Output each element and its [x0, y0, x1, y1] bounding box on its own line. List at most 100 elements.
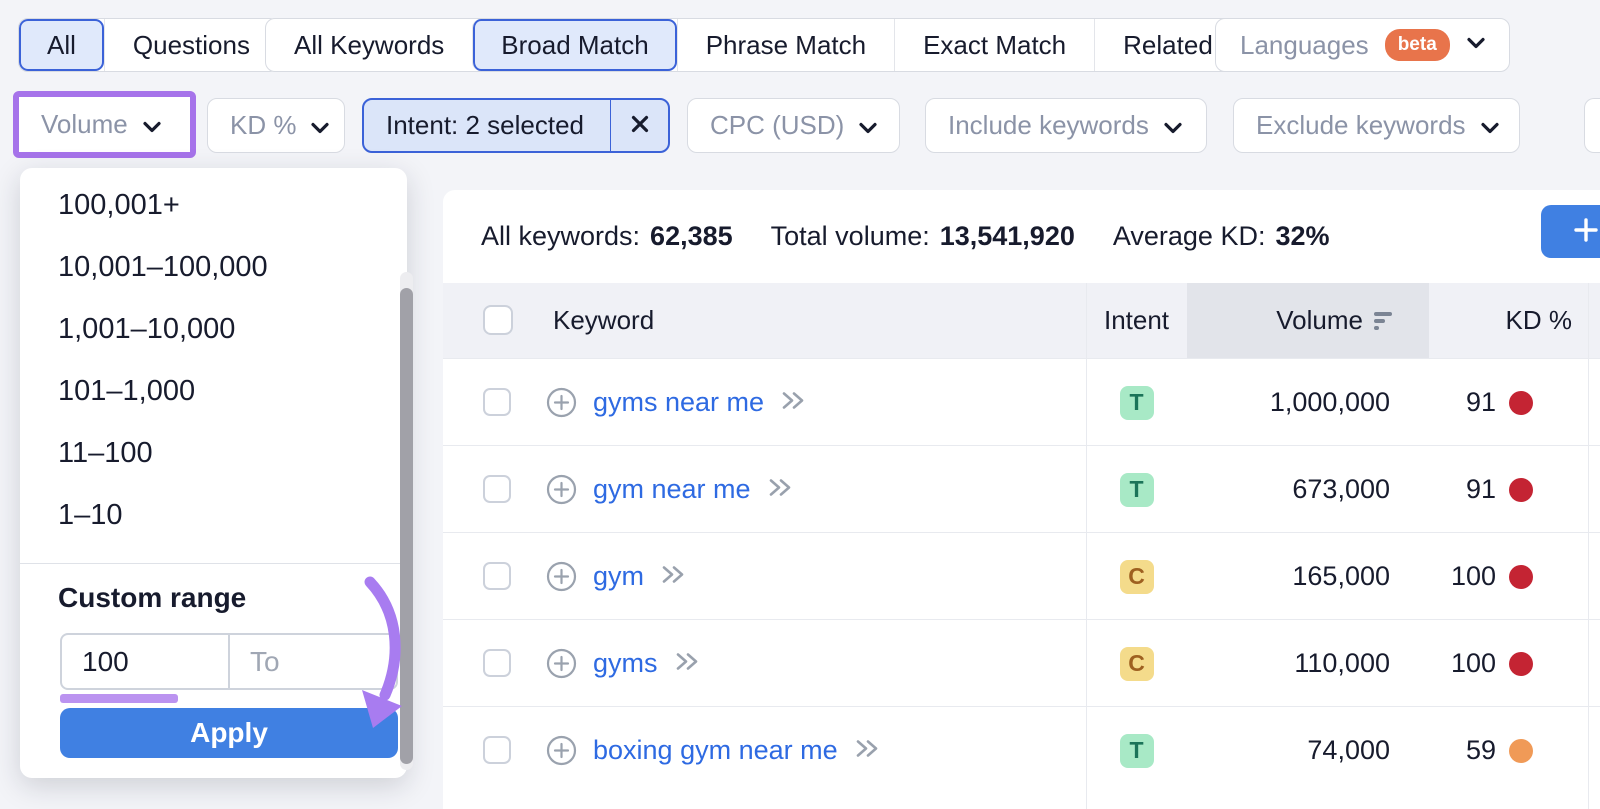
table-body: gyms near me T 1,000,000 91 gym near me … [443, 358, 1600, 793]
intent-badge: T [1119, 385, 1154, 420]
volume-option[interactable]: 1,001–10,000 [58, 313, 236, 345]
column-header-keyword[interactable]: Keyword [553, 305, 655, 335]
intent-cell: T [1086, 359, 1187, 446]
exclude-keywords-filter-button[interactable]: Exclude keywords [1233, 98, 1520, 153]
kd-value: 91 [1465, 387, 1496, 417]
custom-range-inputs [60, 633, 398, 690]
select-all-checkbox[interactable] [483, 305, 513, 335]
kd-filter-label: KD % [230, 110, 297, 140]
add-to-list-button[interactable] [1541, 205, 1600, 258]
chevron-down-icon [1466, 36, 1486, 54]
tab-exact-match[interactable]: Exact Match [894, 19, 1094, 71]
row-checkbox[interactable] [483, 388, 511, 416]
add-keyword-icon[interactable] [546, 648, 577, 684]
column-divider [1086, 283, 1087, 809]
add-keyword-icon[interactable] [546, 474, 577, 510]
keyword-link[interactable]: gyms [593, 648, 658, 678]
double-chevron-icon[interactable] [854, 737, 881, 765]
volume-value: 110,000 [1294, 648, 1390, 678]
keyword-link[interactable]: gyms near me [593, 387, 765, 417]
keyword-cell: gym [593, 533, 687, 620]
kd-dot [1509, 477, 1533, 502]
row-checkbox[interactable] [483, 562, 511, 590]
plus-icon [1573, 217, 1599, 246]
volume-to-input[interactable] [228, 633, 398, 690]
intent-cell: C [1086, 533, 1187, 620]
close-icon [630, 110, 650, 141]
column-header-kd[interactable]: KD % [1505, 305, 1572, 335]
intent-cell: T [1086, 707, 1187, 794]
languages-label: Languages [1240, 29, 1369, 60]
volume-option[interactable]: 11–100 [58, 437, 153, 469]
stat-all-keywords: All keywords: 62,385 [481, 221, 733, 252]
table-row: gyms C 110,000 100 [443, 619, 1600, 706]
beta-badge: beta [1384, 29, 1450, 61]
table-row: gyms near me T 1,000,000 91 [443, 358, 1600, 445]
more-filters-button[interactable] [1584, 98, 1600, 153]
intent-badge: T [1119, 733, 1154, 768]
chevron-down-icon [1163, 110, 1183, 141]
double-chevron-icon[interactable] [660, 563, 687, 591]
keyword-link[interactable]: gym [593, 561, 645, 591]
intent-filter-clear-button[interactable] [610, 100, 668, 151]
kd-dot [1509, 564, 1533, 589]
kd-value: 59 [1465, 735, 1496, 765]
add-keyword-icon[interactable] [546, 387, 577, 423]
tab-questions[interactable]: Questions [103, 19, 278, 71]
intent-filter-chip[interactable]: Intent: 2 selected [362, 98, 670, 153]
column-header-volume[interactable]: Volume [1187, 283, 1429, 358]
intent-filter-label: Intent: 2 selected [386, 110, 585, 140]
kd-dot [1509, 390, 1533, 415]
kd-cell: 59 [1429, 707, 1588, 794]
cpc-filter-label: CPC (USD) [710, 110, 845, 140]
column-header-intent[interactable]: Intent [1103, 305, 1170, 335]
keyword-link[interactable]: gym near me [593, 474, 751, 504]
tab-related[interactable]: Related [1094, 19, 1241, 71]
kd-value: 91 [1465, 474, 1496, 504]
include-keywords-filter-button[interactable]: Include keywords [925, 98, 1207, 153]
volume-filter-button[interactable]: Volume [19, 97, 190, 152]
kd-cell: 100 [1429, 620, 1588, 707]
tab-broad-match[interactable]: Broad Match [472, 19, 677, 71]
keyword-cell: gyms near me [593, 359, 807, 446]
volume-option[interactable]: 100,001+ [58, 189, 180, 221]
volume-value: 673,000 [1292, 474, 1390, 504]
keyword-link[interactable]: boxing gym near me [593, 735, 838, 765]
kd-filter-button[interactable]: KD % [207, 98, 345, 153]
tab-all[interactable]: All [19, 19, 104, 71]
add-keyword-icon[interactable] [546, 561, 577, 597]
intent-cell: C [1086, 620, 1187, 707]
question-filter-group: All Questions [18, 18, 279, 72]
volume-option[interactable]: 1–10 [58, 499, 123, 531]
volume-value: 165,000 [1292, 561, 1390, 591]
cpc-filter-button[interactable]: CPC (USD) [687, 98, 900, 153]
volume-from-input[interactable] [60, 633, 230, 690]
table-row: gym C 165,000 100 [443, 532, 1600, 619]
keyword-cell: boxing gym near me [593, 707, 881, 794]
languages-dropdown-button[interactable]: Languages beta [1215, 18, 1510, 72]
double-chevron-icon[interactable] [767, 476, 794, 504]
volume-filter-label: Volume [41, 109, 128, 139]
volume-filter-dropdown: 100,001+ 10,001–100,000 1,001–10,000 101… [20, 168, 407, 778]
stat-average-kd: Average KD: 32% [1113, 221, 1330, 252]
stat-label: Total volume: [770, 221, 930, 251]
volume-header-label: Volume [1276, 305, 1363, 335]
row-checkbox[interactable] [483, 649, 511, 677]
volume-option[interactable]: 101–1,000 [58, 375, 196, 407]
stat-total-volume: Total volume: 13,541,920 [771, 221, 1075, 252]
row-checkbox[interactable] [483, 736, 511, 764]
add-keyword-icon[interactable] [546, 735, 577, 771]
tab-all-keywords[interactable]: All Keywords [294, 29, 445, 60]
kd-value: 100 [1450, 561, 1496, 591]
volume-option[interactable]: 10,001–100,000 [58, 251, 268, 283]
apply-button[interactable]: Apply [60, 708, 398, 758]
double-chevron-icon[interactable] [780, 389, 807, 417]
double-chevron-icon[interactable] [674, 650, 701, 678]
stat-label: All keywords: [481, 221, 641, 251]
include-keywords-label: Include keywords [948, 110, 1149, 140]
dropdown-scrollbar-thumb[interactable] [400, 288, 413, 764]
volume-value: 74,000 [1307, 735, 1390, 765]
row-checkbox[interactable] [483, 475, 511, 503]
tab-phrase-match[interactable]: Phrase Match [676, 19, 894, 71]
